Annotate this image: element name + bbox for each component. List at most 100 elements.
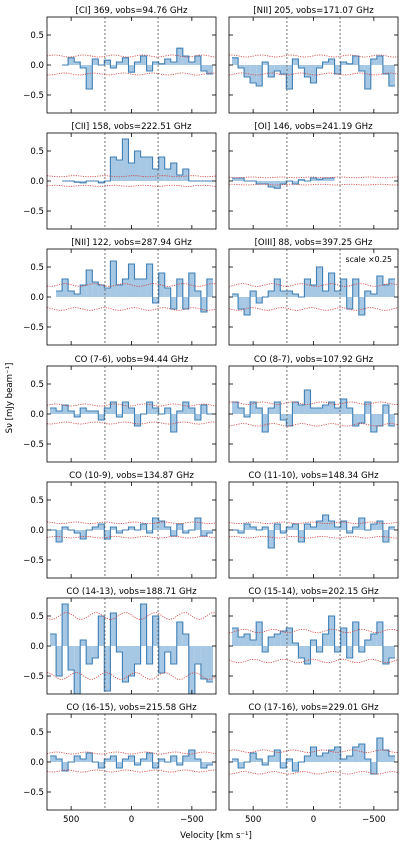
spectrum-bar xyxy=(238,530,245,533)
spectrum-bar xyxy=(116,646,123,652)
spectrum-bar xyxy=(256,297,263,303)
spectrum-bar xyxy=(304,390,311,414)
spectrum-bar xyxy=(232,178,239,181)
spectrum-bar xyxy=(346,646,353,658)
y-tick-label: 0.0 xyxy=(30,642,44,652)
spectrum-bar xyxy=(388,279,395,297)
spectrum-bar xyxy=(50,634,57,646)
spectrum-bar xyxy=(322,62,329,65)
spectrum-bar xyxy=(86,646,93,664)
spectrum-bar xyxy=(250,402,257,414)
spectrum-bar xyxy=(376,414,383,426)
spectrum-bar xyxy=(292,59,299,65)
spectrum-bar xyxy=(140,279,147,297)
spectrum-step-line xyxy=(62,138,213,184)
panel-title: [NII] 205, νobs=171.07 GHz xyxy=(253,6,374,16)
panel-title: CO (8-7), νobs=107.92 GHz xyxy=(254,355,374,365)
y-tick-label: 0.5 xyxy=(30,147,44,157)
spectrum-bar xyxy=(238,65,245,68)
spectrum-bar xyxy=(50,408,57,414)
spectrum-bar xyxy=(334,65,341,74)
spectrum-bar xyxy=(292,524,299,530)
spectrum-bar xyxy=(134,414,141,426)
noise-lower-line xyxy=(229,307,398,311)
spectrum-bar xyxy=(316,65,323,68)
spectrum-bar xyxy=(92,282,99,297)
spectrum-step-line xyxy=(232,177,335,189)
spectrum-bar xyxy=(158,157,165,181)
plot-area xyxy=(229,17,398,113)
spectrum-bar xyxy=(238,408,245,414)
spectrum-bar xyxy=(316,179,323,181)
spectrum-bar xyxy=(188,273,195,297)
spectrum-bar xyxy=(140,157,147,181)
spectrum-bar xyxy=(86,270,93,297)
noise-lower-line xyxy=(47,421,216,425)
spectrum-bar xyxy=(250,640,257,646)
noise-upper-line xyxy=(47,612,216,621)
spectrum-bar xyxy=(152,62,159,65)
spectrum-bar xyxy=(194,646,201,664)
panel-1: 0.5 0.0 −0.5 [CI] 369, νobs=94.76 GHz xyxy=(23,6,217,114)
noise-lower-line xyxy=(229,183,398,186)
panels-group: 0.5 0.0 −0.5 [CI] 369, νobs=94.76 GHz [NII] … xyxy=(23,6,399,825)
spectrum-bar xyxy=(256,759,263,762)
y-tick-label: −0.5 xyxy=(23,207,44,217)
y-tick-label: 0.5 xyxy=(30,380,44,390)
spectrum-bar xyxy=(128,163,135,181)
plot-area xyxy=(47,598,216,694)
spectrum-bar xyxy=(200,297,207,312)
spectrum-bar xyxy=(56,759,63,762)
plot-area xyxy=(229,598,398,694)
spectrum-bar xyxy=(194,518,201,530)
panel-title: [CII] 158, νobs=222.51 GHz xyxy=(72,122,192,132)
spectrum-bar xyxy=(170,62,177,65)
plot-area xyxy=(229,366,398,462)
spectrum-bar xyxy=(388,65,395,86)
noise-upper-line xyxy=(229,283,398,287)
panel-12: CO (15-14), νobs=202.15 GHz xyxy=(228,587,399,695)
spectrum-step-line xyxy=(56,260,213,313)
spectrum-bar xyxy=(134,151,141,181)
spectrum-bar xyxy=(352,414,359,426)
spectrum-step-line xyxy=(232,389,395,433)
spectrum-bar xyxy=(310,65,317,83)
spectrum-bar xyxy=(298,65,305,68)
panel-title: [OI] 146, νobs=241.19 GHz xyxy=(254,122,373,132)
spectrum-bar xyxy=(388,646,395,658)
spectrum-bar xyxy=(176,175,183,181)
spectrum-bar xyxy=(310,747,317,762)
spectrum-bar xyxy=(104,60,111,65)
spectrum-bar xyxy=(292,294,299,297)
spectrum-bar xyxy=(376,56,383,65)
spectrum-bar xyxy=(206,279,213,297)
noise-upper-line xyxy=(229,521,398,525)
spectrum-bar xyxy=(304,646,311,664)
spectrum-bar xyxy=(382,646,389,664)
y-tick-label: 0.0 xyxy=(30,526,44,536)
spectrum-bar xyxy=(244,414,251,417)
spectrum-bar xyxy=(304,756,311,762)
spectrum-bar xyxy=(364,640,371,646)
spectrum-bar xyxy=(122,279,129,297)
spectrum-bar xyxy=(364,402,371,414)
spectrum-bar xyxy=(170,530,177,536)
spectrum-bar xyxy=(382,750,389,762)
spectrum-bar xyxy=(352,56,359,65)
noise-lower-line xyxy=(47,535,216,539)
spectrum-bar xyxy=(316,408,323,414)
spectrum-bar xyxy=(110,613,117,646)
spectrum-bar xyxy=(86,753,93,762)
spectrum-bar xyxy=(280,762,287,768)
spectrum-bar xyxy=(388,756,395,762)
spectrum-step-line xyxy=(50,603,213,694)
spectrum-bar xyxy=(280,530,287,533)
spectrum-bar xyxy=(56,646,63,676)
spectrum-bar xyxy=(170,163,177,181)
noise-lower-line xyxy=(47,184,216,187)
spectrum-bar xyxy=(280,291,287,297)
spectrum-bar xyxy=(244,297,251,315)
spectrum-bar xyxy=(62,527,69,530)
spectrum-bar xyxy=(62,279,69,297)
spectrum-bar xyxy=(364,759,371,762)
